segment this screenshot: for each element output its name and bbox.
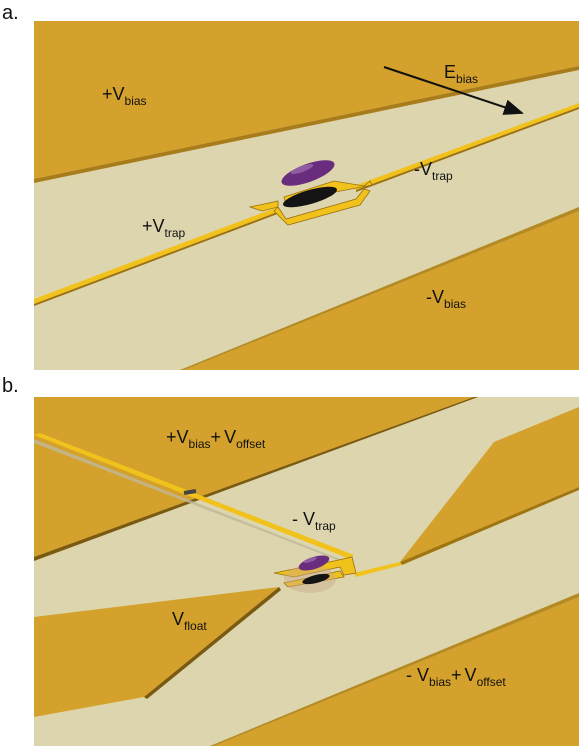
label-plus-v-trap: +Vtrap [142,216,186,240]
trap-trace-right [354,103,579,190]
electron-cloud [281,160,335,186]
label-minus-v-trap: - Vtrap [292,509,336,533]
label-minus-v-trap: -Vtrap [414,159,453,183]
panel-a-diagram: +Vbias Ebias -Vtrap +Vtrap -Vbias [34,21,579,370]
trap-trace-diagonal [34,433,354,559]
electron-shadow [302,573,330,585]
bottom-right-edge [210,593,579,746]
label-plus-v-bias-plus-v-offset: +Vbias+ Voffset [166,427,266,451]
bottom-electrode-edge [180,207,579,370]
top-electrode-edge [34,66,579,183]
electron-highlight [303,557,317,563]
e-bias-arrow [383,66,524,115]
label-e-bias: Ebias [444,62,478,86]
electron-highlight [290,164,314,174]
trap-trace-left-shade [34,211,280,306]
electron-shadow [283,186,337,208]
right-upper-edge [400,487,579,565]
panel-a-letter: a. [2,2,19,24]
label-minus-v-bias: -Vbias [426,287,466,311]
panel-b-letter: b. [2,375,19,397]
right-upper-electrode [400,407,579,562]
label-v-float: Vfloat [172,609,207,633]
float-electrode-edge [144,587,281,699]
electron-cloud [298,555,330,571]
trap-trace-left [34,207,280,304]
trap-trace-right-shade [356,107,579,192]
panel-b-diagram: +Vbias+ Voffset - Vtrap Vfloat - Vbias+ Vo… [34,397,579,746]
trap-trace-right [354,562,402,577]
top-electrode-edge [34,397,478,561]
top-electrode [34,21,579,179]
label-minus-v-bias-plus-v-offset: - Vbias+ Voffset [406,665,506,689]
float-electrode [34,587,279,717]
trap-trace-diagonal-halo [34,439,350,565]
label-plus-v-bias: +Vbias [102,84,147,108]
trace-gap-marker [183,489,197,495]
